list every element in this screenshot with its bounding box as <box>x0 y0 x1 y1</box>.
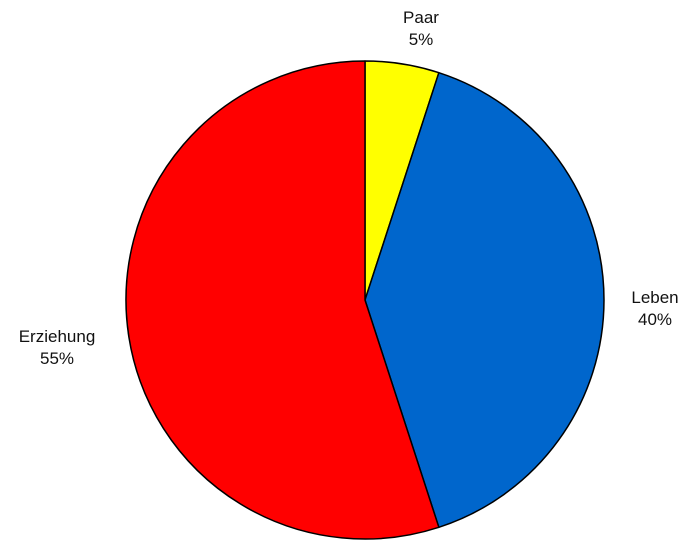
slice-label-leben: Leben 40% <box>631 288 678 329</box>
pie-slice-leben <box>364 71 605 529</box>
slice-percent-label: 55% <box>40 349 74 368</box>
slice-name-label: Leben <box>631 288 678 307</box>
slice-percent-label: 40% <box>638 310 672 329</box>
pie-labels: Paar 5% Leben 40% Erziehung 55% <box>19 8 679 368</box>
slice-name-label: Paar <box>403 8 439 27</box>
slice-label-erziehung: Erziehung 55% <box>19 327 96 368</box>
slice-name-label: Erziehung <box>19 327 96 346</box>
pie-slice-erziehung <box>125 60 440 540</box>
slice-label-paar: Paar 5% <box>403 8 439 49</box>
slice-percent-label: 5% <box>409 30 434 49</box>
pie-slices <box>125 60 605 540</box>
